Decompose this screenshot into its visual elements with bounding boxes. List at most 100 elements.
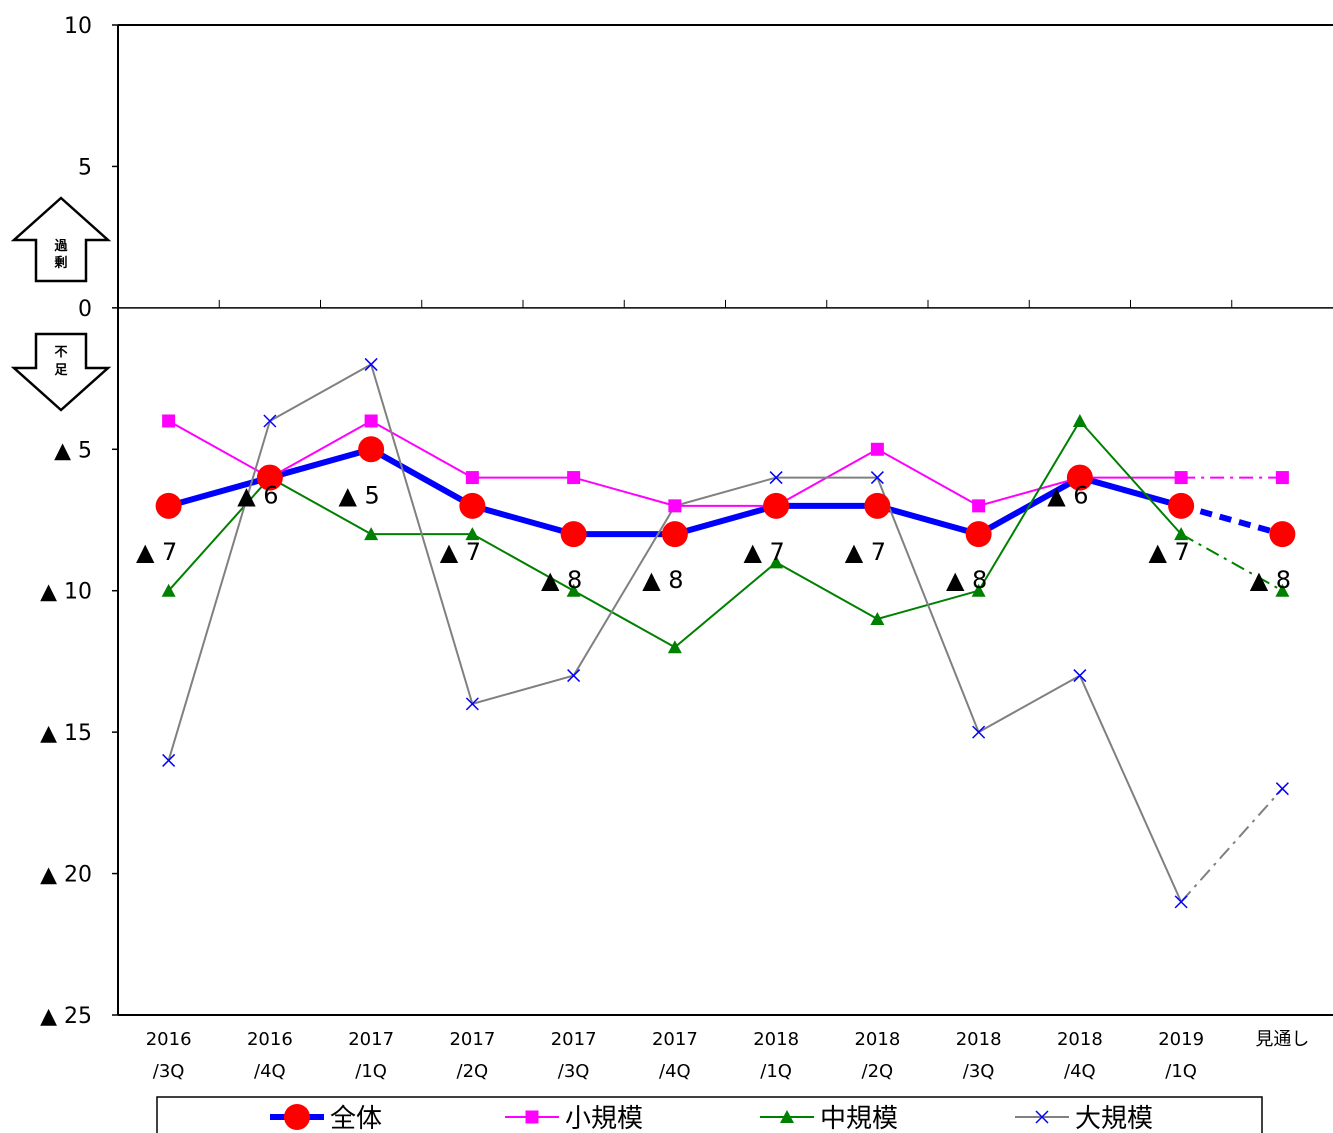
x-tick-label: 2018: [854, 1029, 900, 1050]
series-3-point: [972, 725, 986, 739]
series-2-point: [1174, 527, 1189, 541]
y-tick-label: ▲ 10: [40, 580, 92, 605]
series-2-point: [566, 583, 581, 597]
series-3-point: [769, 471, 783, 485]
series-1-point: [668, 499, 682, 513]
series-1-point: [972, 499, 986, 513]
series-1-point: [465, 471, 479, 485]
series-3-point: [364, 357, 378, 371]
series-3-point: [567, 669, 581, 683]
series-0-point: [358, 436, 385, 463]
y-tick-label: 10: [64, 14, 92, 39]
data-label: ▲ 8: [541, 566, 582, 594]
series-2-point: [161, 583, 176, 597]
x-tick-label: /3Q: [153, 1061, 185, 1082]
data-label: ▲ 7: [743, 538, 784, 566]
x-tick-label: /2Q: [457, 1061, 489, 1082]
series-3-point: [465, 697, 479, 711]
series-0-point: [1269, 521, 1296, 548]
surplus-label-2: 剰: [53, 255, 67, 271]
series-2-point: [667, 640, 682, 654]
x-tick-label: /4Q: [254, 1061, 286, 1082]
data-label: ▲ 8: [1250, 566, 1291, 594]
data-label: ▲ 8: [642, 566, 683, 594]
shortage-arrow-icon: [10, 332, 112, 412]
x-tick-label: 2017: [652, 1029, 698, 1050]
series-0-point: [560, 521, 587, 548]
series-3-point: [870, 471, 884, 485]
series-2-point: [364, 527, 379, 541]
data-label: ▲ 8: [946, 566, 987, 594]
data-label: ▲ 6: [237, 482, 278, 510]
shortage-label-1: 不: [54, 345, 67, 360]
series-1-point: [364, 414, 378, 428]
series-2-point: [870, 612, 885, 625]
x-tick-label: 2017: [449, 1029, 495, 1050]
y-tick-label: 0: [78, 297, 92, 322]
series-1-point: [870, 442, 884, 456]
series-3-point: [263, 414, 277, 428]
legend-marker-0: [284, 1104, 310, 1130]
y-tick-label: ▲ 20: [40, 863, 92, 888]
surplus-arrow-icon: [10, 196, 112, 283]
x-tick-label: 2016: [146, 1029, 192, 1050]
series-lines-layer: [167, 363, 1284, 903]
x-tick-label: /1Q: [355, 1061, 387, 1082]
y-tick-label: ▲ 25: [40, 1004, 92, 1029]
series-3-point: [162, 753, 176, 767]
legend-marker-2: [780, 1110, 794, 1123]
series-0-point: [1066, 464, 1093, 491]
data-label: ▲ 7: [440, 538, 481, 566]
legend-label: 小規模: [565, 1104, 643, 1133]
series-forecast-line-3: [1180, 788, 1284, 903]
series-0-point: [763, 492, 790, 519]
surplus-label-1: 過: [53, 238, 68, 254]
legend-label: 中規模: [820, 1104, 898, 1133]
series-3-point: [1174, 895, 1188, 909]
series-3-point: [1275, 782, 1289, 796]
series-0-point: [256, 464, 283, 491]
x-tick-label: 2017: [348, 1029, 394, 1050]
x-tick-label: /3Q: [963, 1061, 995, 1082]
y-tick-label: ▲ 5: [54, 438, 92, 463]
y-tick-label: 5: [78, 155, 92, 180]
series-1-point: [567, 471, 581, 485]
series-1-point: [1174, 471, 1188, 485]
x-tick-label: 2017: [551, 1029, 597, 1050]
y-tick-label: ▲ 15: [40, 721, 92, 746]
series-1-point: [162, 414, 176, 428]
series-2-point: [465, 527, 480, 541]
data-label: ▲ 7: [136, 538, 177, 566]
series-0-point: [965, 521, 992, 548]
x-tick-label: 2018: [1057, 1029, 1103, 1050]
series-markers-layer: [155, 357, 1296, 909]
series-2-point: [1072, 414, 1087, 427]
legend-label: 全体: [330, 1104, 382, 1133]
x-tick-label: 2018: [753, 1029, 799, 1050]
shortage-label-2: 足: [54, 363, 68, 378]
series-0-point: [864, 492, 891, 519]
series-0-point: [459, 492, 486, 519]
series-line-3: [167, 363, 1183, 903]
series-forecast-line-2: [1180, 533, 1283, 592]
data-labels-layer: ▲ 7 ▲ 6 ▲ 5 ▲ 7 ▲ 8 ▲ 8 ▲ 7 ▲ 7 ▲ 8 ▲ 6 ▲ 7 ▲ 8: [136, 481, 1291, 594]
series-0-point: [661, 521, 688, 548]
series-1-point: [1275, 471, 1289, 485]
legend-label: 大規模: [1075, 1104, 1153, 1133]
x-tick-label: 2018: [956, 1029, 1002, 1050]
series-0-point: [1168, 492, 1195, 519]
legend: 全体 小規模 中規模 大規模: [156, 1096, 1263, 1133]
legend-box: [156, 1096, 1263, 1133]
data-label: ▲ 7: [845, 538, 886, 566]
x-tick-label: /3Q: [558, 1061, 590, 1082]
series-forecast-line-0: [1180, 502, 1284, 538]
data-label: ▲ 6: [1047, 482, 1088, 510]
series-0-point: [155, 492, 182, 519]
x-tick-label: 見通し: [1255, 1029, 1309, 1050]
axes-layer: 10 5 0 ▲ 5 ▲ 10 ▲ 15 ▲ 20 ▲ 25 2016/3Q 2016/4Q 201…: [40, 14, 1333, 1082]
x-tick-label: /4Q: [659, 1061, 691, 1082]
legend-marker-1: [525, 1110, 539, 1124]
x-tick-label: /4Q: [1064, 1061, 1096, 1082]
